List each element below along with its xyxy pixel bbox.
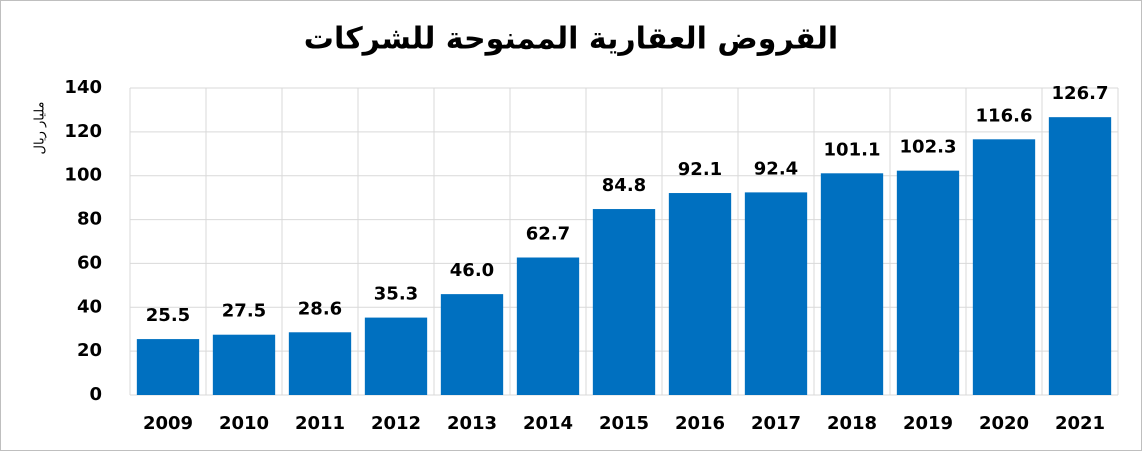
data-label: 28.6 xyxy=(298,298,342,319)
x-tick-label: 2018 xyxy=(827,413,877,434)
data-label: 126.7 xyxy=(1052,83,1109,104)
data-label: 27.5 xyxy=(222,301,266,322)
x-tick-label: 2017 xyxy=(751,413,801,434)
bar xyxy=(820,173,884,395)
data-label: 25.5 xyxy=(146,305,190,326)
y-tick-label: 80 xyxy=(77,209,102,230)
y-tick-label: 100 xyxy=(64,165,102,186)
data-label: 116.6 xyxy=(976,105,1033,126)
data-label: 84.8 xyxy=(602,175,646,196)
x-tick-label: 2021 xyxy=(1055,413,1105,434)
x-tick-label: 2019 xyxy=(903,413,953,434)
bar xyxy=(592,209,656,395)
bar xyxy=(744,192,808,395)
bar xyxy=(136,339,200,395)
x-tick-label: 2009 xyxy=(143,413,193,434)
y-tick-label: 0 xyxy=(89,384,102,405)
chart-title: القروض العقارية الممنوحة للشركات xyxy=(304,22,838,57)
data-label: 92.4 xyxy=(754,158,798,179)
x-tick-label: 2016 xyxy=(675,413,725,434)
y-tick-label: 40 xyxy=(77,296,102,317)
bar xyxy=(972,139,1036,395)
data-label: 102.3 xyxy=(900,137,957,158)
bar xyxy=(364,317,428,395)
data-label: 92.1 xyxy=(678,159,722,180)
bar xyxy=(896,170,960,395)
x-tick-label: 2014 xyxy=(523,413,573,434)
y-tick-label: 140 xyxy=(64,77,102,98)
x-tick-label: 2011 xyxy=(295,413,345,434)
bar xyxy=(668,193,732,395)
y-tick-label: 60 xyxy=(77,252,102,273)
bar xyxy=(516,257,580,395)
y-tick-label: 120 xyxy=(64,121,102,142)
data-label: 62.7 xyxy=(526,224,570,245)
x-tick-label: 2013 xyxy=(447,413,497,434)
bar xyxy=(288,332,352,395)
x-tick-label: 2020 xyxy=(979,413,1029,434)
x-tick-label: 2012 xyxy=(371,413,421,434)
data-label: 35.3 xyxy=(374,284,418,305)
x-tick-label: 2015 xyxy=(599,413,649,434)
data-label: 46.0 xyxy=(450,260,494,281)
data-label: 101.1 xyxy=(824,139,881,160)
x-tick-label: 2010 xyxy=(219,413,269,434)
y-tick-label: 20 xyxy=(77,340,102,361)
bar xyxy=(1048,117,1112,395)
bar xyxy=(440,294,504,395)
y-axis-label: مليار ريال xyxy=(33,102,48,155)
bar xyxy=(212,334,276,395)
